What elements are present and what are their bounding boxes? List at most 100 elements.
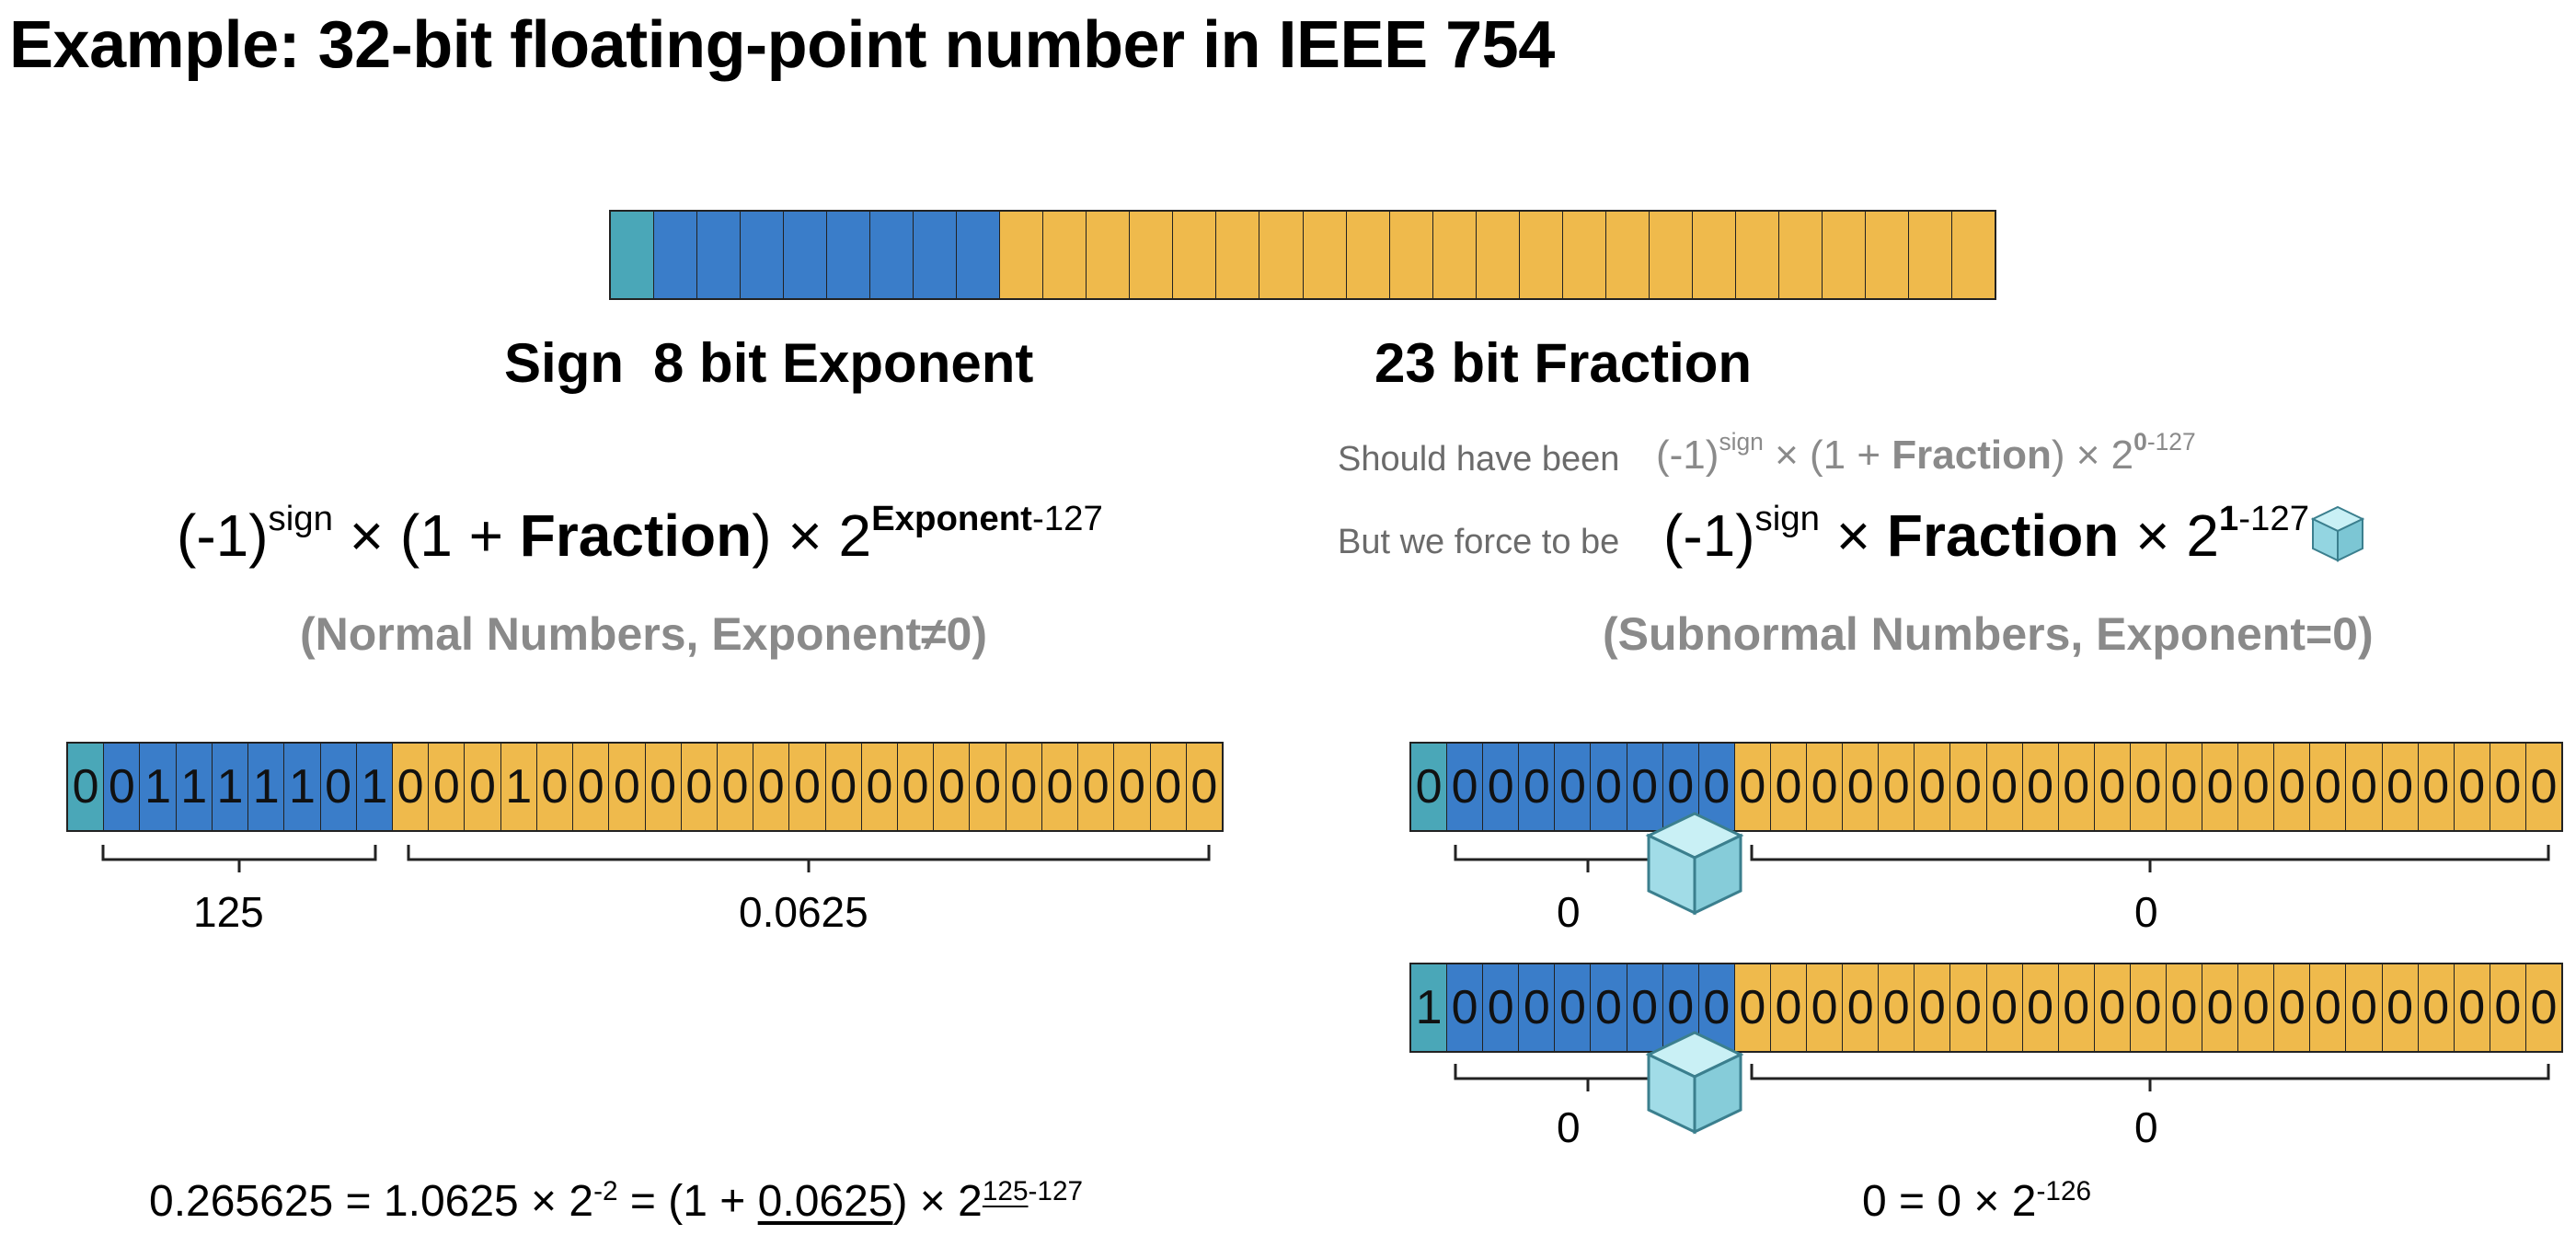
exponent-bit: 0 [1627,744,1663,830]
exponent-bit [914,212,958,298]
fraction-bit: 0 [2202,964,2239,1051]
fraction-bit: 0 [536,744,574,830]
normal-formula: (-1)sign × (1 + Fraction) × 2Exponent-12… [177,498,1103,569]
fraction-bit: 0 [861,744,899,830]
fraction-bit [1519,212,1563,298]
fraction-bit: 0 [1879,744,1915,830]
exponent-bit [957,212,1001,298]
fraction-bit: 0 [1915,964,1951,1051]
fraction-bit: 0 [2166,744,2203,830]
fraction-bit: 0 [1041,744,1079,830]
exponent-bit: 0 [320,744,357,830]
fraction-bit: 0 [1734,964,1771,1051]
fraction-bit: 0 [2094,744,2131,830]
normal-exponent-value: 125 [193,888,264,936]
fraction-bit [1865,212,1909,298]
exponent-bit: 0 [1698,964,1735,1051]
fraction-bit: 0 [2094,964,2131,1051]
subnormal-row2-fraction-value: 0 [2134,1103,2158,1151]
fraction-bit: 0 [1770,964,1808,1051]
should-have-been-label: Should have been [1338,440,1620,479]
exponent-bit: 0 [1698,744,1735,830]
fraction-bit [1908,212,1952,298]
force-to-be-formula: (-1)sign × Fraction × 21-127 [1663,498,2310,569]
sign-label: Sign [504,332,624,394]
fraction-bit [1605,212,1650,298]
fraction-bit [1130,212,1174,298]
fraction-bit: 0 [645,744,682,830]
fraction-bit: 0 [1950,964,1987,1051]
exponent-bit: 0 [1627,964,1663,1051]
fraction-bit [1303,212,1347,298]
fraction-bit: 0 [1807,744,1844,830]
fraction-bit: 0 [1986,744,2023,830]
fraction-bit: 0 [1006,744,1042,830]
exponent-bit: 0 [1591,744,1627,830]
fraction-bit [1346,212,1390,298]
subnormal-row1-fraction-value: 0 [2134,888,2158,936]
ice-cube-icon [1645,1031,1744,1135]
fraction-bit: 0 [2525,964,2561,1051]
exponent-bit: 0 [1662,964,1699,1051]
fraction-bit: 0 [1843,964,1880,1051]
subnormal-row1-exponent-value: 0 [1557,888,1581,936]
subnormal-caption: (Subnormal Numbers, Exponent=0) [1603,608,2374,660]
exponent-bit: 1 [248,744,285,830]
subnormal-equation: 0 = 0 × 2-126 [1862,1176,2092,1226]
fraction-bit: 0 [1843,744,1880,830]
fraction-bit: 0 [2418,744,2455,830]
fraction-bit: 0 [1807,964,1844,1051]
fraction-bit: 0 [1950,744,1987,830]
exponent-bit: 0 [1447,964,1484,1051]
fraction-bit: 0 [573,744,610,830]
fraction-bit: 0 [2130,744,2167,830]
bit-layout-bar [609,210,1996,300]
fraction-bit: 0 [2454,744,2490,830]
normal-caption: (Normal Numbers, Exponent≠0) [300,608,987,660]
fraction-bit: 0 [2058,744,2095,830]
fraction-bit: 0 [1770,744,1808,830]
sign-bit: 0 [1411,744,1448,830]
fraction-bit: 0 [2490,744,2526,830]
fraction-bit [1692,212,1736,298]
exponent-bit: 1 [140,744,177,830]
fraction-bit: 0 [1915,744,1951,830]
exponent-bit: 0 [1447,744,1484,830]
fraction-bit: 0 [753,744,790,830]
subnormal-row2-exponent-value: 0 [1557,1103,1581,1151]
exponent-bit [870,212,914,298]
exponent-bit [654,212,698,298]
fraction-bit: 0 [789,744,826,830]
fraction-bit [1173,212,1217,298]
fraction-bit: 0 [2058,964,2095,1051]
fraction-bit: 0 [2454,964,2490,1051]
exponent-bit: 0 [1483,964,1520,1051]
fraction-bit: 0 [1986,964,2023,1051]
fraction-bit: 0 [2238,964,2275,1051]
exponent-bit: 0 [1519,744,1556,830]
fraction-bit: 0 [825,744,862,830]
exponent-bit [697,212,742,298]
fraction-bit: 0 [934,744,971,830]
ice-cube-icon [2310,505,2365,562]
fraction-bit: 0 [2346,964,2383,1051]
fraction-bit: 0 [2130,964,2167,1051]
exponent-bit: 0 [1591,964,1627,1051]
exponent-bit: 0 [1519,964,1556,1051]
ice-cube-icon [1645,812,1744,916]
fraction-bit: 0 [1078,744,1115,830]
fraction-bit: 0 [1186,744,1222,830]
normal-equation: 0.265625 = 1.0625 × 2-2 = (1 + 0.0625) ×… [149,1176,1084,1226]
sign-bit [611,212,655,298]
fraction-bit: 0 [2274,744,2311,830]
fraction-bit: 0 [2274,964,2311,1051]
exponent-bit [784,212,828,298]
fraction-bit [1432,212,1477,298]
fraction-bit: 0 [465,744,501,830]
fraction-bit [1951,212,1995,298]
fraction-bit: 0 [2310,964,2347,1051]
fraction-bit: 0 [2202,744,2239,830]
